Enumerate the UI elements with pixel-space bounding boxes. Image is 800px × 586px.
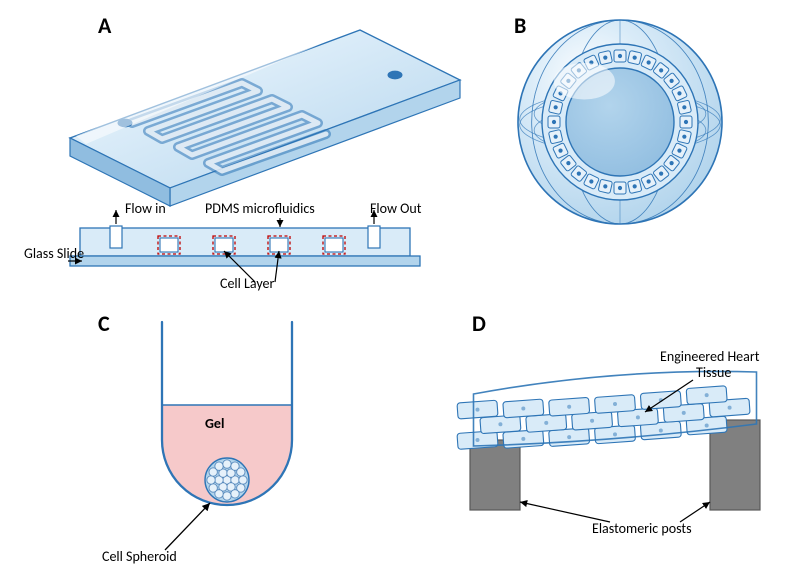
panel-d-letter: D [472,310,486,337]
panel-a-chip [60,20,460,210]
label-cell-layer: Cell Layer [220,275,274,292]
label-posts: Elastomeric posts [592,520,692,537]
label-pdms: PDMS microfluidics [205,200,315,217]
label-cell-spheroid: Cell Spheroid [102,548,177,565]
label-gel: Gel [205,415,224,432]
label-eht-line1: Engineered Heart [660,348,759,365]
panel-b-sphere [500,10,750,250]
label-flow-out: Flow Out [370,200,421,217]
label-eht-line2: Tissue [696,364,731,381]
label-flow-in: Flow in [125,200,166,217]
panel-c-letter: C [98,310,110,337]
label-glass: Glass Slide [24,245,84,262]
arrow-cell-spheroid [170,495,230,555]
figure-canvas: A B C D Flow in PDMS microfluidics Flow … [0,0,800,586]
